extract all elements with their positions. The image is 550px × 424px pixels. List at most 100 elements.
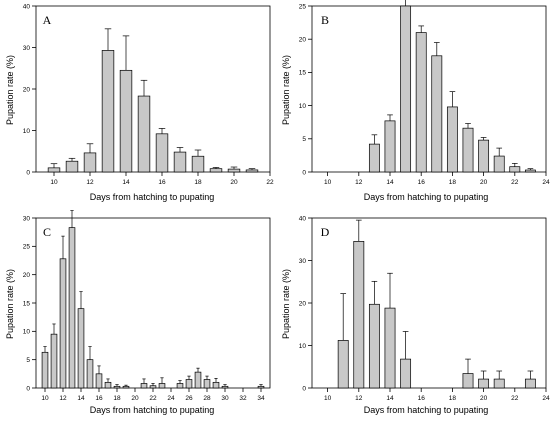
panel-c-xlabel: Days from hatching to pupating <box>90 405 215 415</box>
panel-b-frame <box>311 5 547 173</box>
panel-c-bar <box>104 381 112 389</box>
panel-d-bar <box>337 340 349 389</box>
panel-b-xtick-label: 12 <box>355 179 363 186</box>
panel-c-bar <box>95 373 103 389</box>
panel-b-bar <box>509 166 521 173</box>
panel-c-xtick-label: 30 <box>221 395 229 402</box>
panel-b-xtick-label: 16 <box>418 179 426 186</box>
panel-b-xtick-label: 14 <box>386 179 394 186</box>
panel-a-ytick-label: 30 <box>23 45 31 52</box>
panel-a-frame <box>35 5 271 173</box>
panel-a-bar <box>65 160 79 173</box>
panel-b-bar <box>446 106 458 173</box>
panel-c-xtick-label: 28 <box>203 395 211 402</box>
panel-c-xtick-label: 20 <box>131 395 139 402</box>
panel-a-ytick-label: 0 <box>26 169 30 176</box>
panel-b-bar <box>368 143 380 173</box>
panel-c-bar <box>149 385 157 389</box>
panel-d-bar <box>524 378 536 389</box>
panel-c-bar <box>158 383 166 389</box>
panel-b-plot: 0 5 10 15 20 25 10 12 14 16 18 20 22 24 <box>299 0 550 186</box>
panel-c-ytick-label: 0 <box>26 385 30 392</box>
panel-b-bar <box>524 169 536 173</box>
panel-a-bar <box>83 152 97 173</box>
panel-c-bar <box>140 383 148 389</box>
panel-d: D Days from hatching to pupating Pupatio… <box>281 215 550 415</box>
panel-a-bar <box>209 168 223 173</box>
panel-b-xtick-label: 20 <box>480 179 488 186</box>
panel-a-xlabel: Days from hatching to pupating <box>90 192 215 202</box>
panel-d-xtick-label: 12 <box>355 395 363 402</box>
panel-b-bar <box>431 55 443 173</box>
panel-c-ytick-label: 25 <box>23 244 31 251</box>
panel-c-xtick-label: 22 <box>149 395 157 402</box>
panel-a-xtick-label: 14 <box>122 179 130 186</box>
panel-a-xtick-label: 12 <box>86 179 94 186</box>
panel-b-ytick-label: 0 <box>302 169 306 176</box>
panel-b-xtick-label: 24 <box>542 179 550 186</box>
panel-c-bar <box>86 359 94 389</box>
panel-a-xtick-label: 16 <box>158 179 166 186</box>
panel-d-xtick-label: 10 <box>324 395 332 402</box>
panel-b-xtick-label: 10 <box>324 179 332 186</box>
panel-c-xtick-label: 10 <box>41 395 49 402</box>
panel-a-bar <box>137 95 151 173</box>
panel-a-ytick-label: 40 <box>23 3 31 10</box>
panel-b-bar <box>462 127 474 173</box>
panel-c-bar <box>41 351 49 389</box>
panel-a-bar <box>173 151 187 173</box>
panel-a-xtick-label: 20 <box>230 179 238 186</box>
panel-d-ytick-label: 10 <box>299 343 307 350</box>
panel-d-bar <box>368 303 380 389</box>
panel-c-ytick-label: 5 <box>26 357 30 364</box>
panel-c: C Days from hatching to pupating Pupatio… <box>5 210 271 415</box>
panel-a-xtick-label: 18 <box>194 179 202 186</box>
panel-c-bar <box>77 308 85 389</box>
panel-d-bar <box>353 241 365 389</box>
panel-d-bar <box>478 378 490 389</box>
panel-c-plot: 0 5 10 15 20 25 30 10 12 14 16 18 20 22 24 26 28 30 32 34 <box>23 210 271 402</box>
panel-a-bar <box>119 69 133 173</box>
panel-b-ytick-label: 15 <box>299 70 307 77</box>
panel-d-ytick-label: 40 <box>299 215 307 222</box>
panel-b-xtick-label: 18 <box>449 179 457 186</box>
panel-a-bar <box>101 50 115 173</box>
panel-c-bar <box>194 371 202 389</box>
panel-a-bar <box>47 167 61 173</box>
panel-c-bar <box>212 381 220 389</box>
panel-d-xtick-label: 20 <box>480 395 488 402</box>
panel-c-xtick-label: 12 <box>59 395 67 402</box>
panel-a-ytick-label: 20 <box>23 86 31 93</box>
panel-c-xtick-label: 16 <box>95 395 103 402</box>
panel-a-ytick-label: 10 <box>23 128 31 135</box>
panel-d-ytick-label: 20 <box>299 300 307 307</box>
panel-c-xtick-label: 32 <box>239 395 247 402</box>
panel-b-ytick-label: 10 <box>299 103 307 110</box>
panel-c-bar <box>122 385 130 389</box>
panel-b-ytick-label: 20 <box>299 37 307 44</box>
panel-c-ytick-label: 20 <box>23 272 31 279</box>
panel-c-bar <box>176 383 184 389</box>
panel-d-xlabel: Days from hatching to pupating <box>364 405 489 415</box>
panel-b-ytick-label: 5 <box>302 136 306 143</box>
panel-d-xtick-label: 24 <box>542 395 550 402</box>
panel-c-bar <box>113 385 121 389</box>
panel-c-letter: C <box>43 225 51 239</box>
panel-c-bar <box>257 385 265 389</box>
panel-c-xtick-label: 34 <box>257 395 265 402</box>
panel-b-ylabel: Pupation rate (%) <box>281 55 291 125</box>
panel-d-bar <box>400 358 412 389</box>
panel-c-bar <box>68 227 76 389</box>
panel-b-xlabel: Days from hatching to pupating <box>364 192 489 202</box>
panel-c-bar <box>59 258 67 389</box>
panel-a-bar <box>245 169 259 173</box>
panel-c-xtick-label: 18 <box>113 395 121 402</box>
panel-a-plot: 0 10 20 30 40 10 12 14 16 18 20 22 <box>23 3 274 186</box>
panel-d-ytick-label: 0 <box>302 385 306 392</box>
panel-d-bar <box>493 378 505 389</box>
panel-b-bar <box>400 5 412 173</box>
panel-b-ytick-label: 25 <box>299 3 307 10</box>
panel-d-letter: D <box>321 225 330 239</box>
panel-d-xtick-label: 16 <box>418 395 426 402</box>
